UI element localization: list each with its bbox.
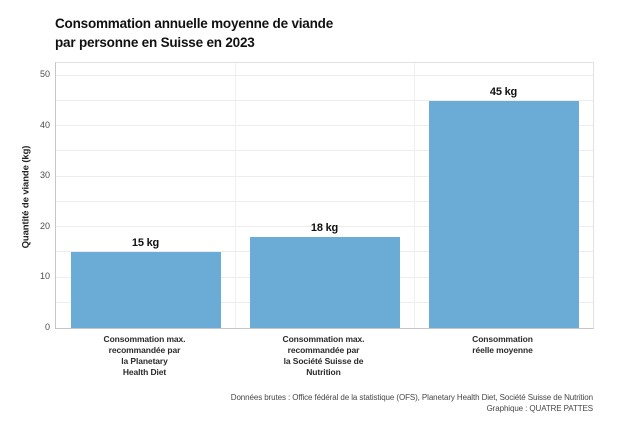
bar <box>70 252 221 328</box>
y-tick-label: 10 <box>39 271 50 282</box>
x-tick-label: Consommation max. recommandée par la Pla… <box>103 334 186 377</box>
y-tick-label: 50 <box>39 69 50 80</box>
gridline-horizontal <box>56 200 593 202</box>
y-tick-label: 20 <box>39 220 50 231</box>
gridline-horizontal <box>56 175 593 177</box>
bar-slot: 18 kg <box>235 63 414 328</box>
gridline-vertical <box>235 63 236 328</box>
x-tick-label: Consommation réelle moyenne <box>472 334 533 355</box>
y-tick-label: 40 <box>39 119 50 130</box>
bar-slot: 15 kg <box>56 63 235 328</box>
gridline-vertical <box>414 63 415 328</box>
source-credits: Données brutes : Office fédéral de la st… <box>230 393 593 413</box>
y-axis-label: Quantité de viande (kg) <box>20 145 32 249</box>
x-tick-label: Consommation max. recommandée par la Soc… <box>282 334 365 377</box>
bar-value-label: 45 kg <box>489 85 518 98</box>
bar-slot: 45 kg <box>414 63 593 328</box>
gridline-horizontal <box>56 150 593 152</box>
bars-row: 15 kg 18 kg 45 kg <box>56 63 593 328</box>
y-tick-label: 0 <box>44 321 50 332</box>
bar-value-label: 15 kg <box>131 237 160 250</box>
gridline-horizontal <box>56 125 593 127</box>
bar-value-label: 18 kg <box>310 222 339 235</box>
bar <box>249 237 400 328</box>
x-tick-labels: Consommation max. recommandée par la Pla… <box>55 334 592 378</box>
plot-area: 15 kg 18 kg 45 kg <box>55 62 594 329</box>
gridline-horizontal <box>56 99 593 101</box>
chart-title: Consommation annuelle moyenne de viande … <box>55 16 334 50</box>
y-tick-label: 30 <box>39 170 50 181</box>
gridline-horizontal <box>56 226 593 228</box>
bar <box>428 100 579 328</box>
gridline-horizontal <box>56 74 593 76</box>
